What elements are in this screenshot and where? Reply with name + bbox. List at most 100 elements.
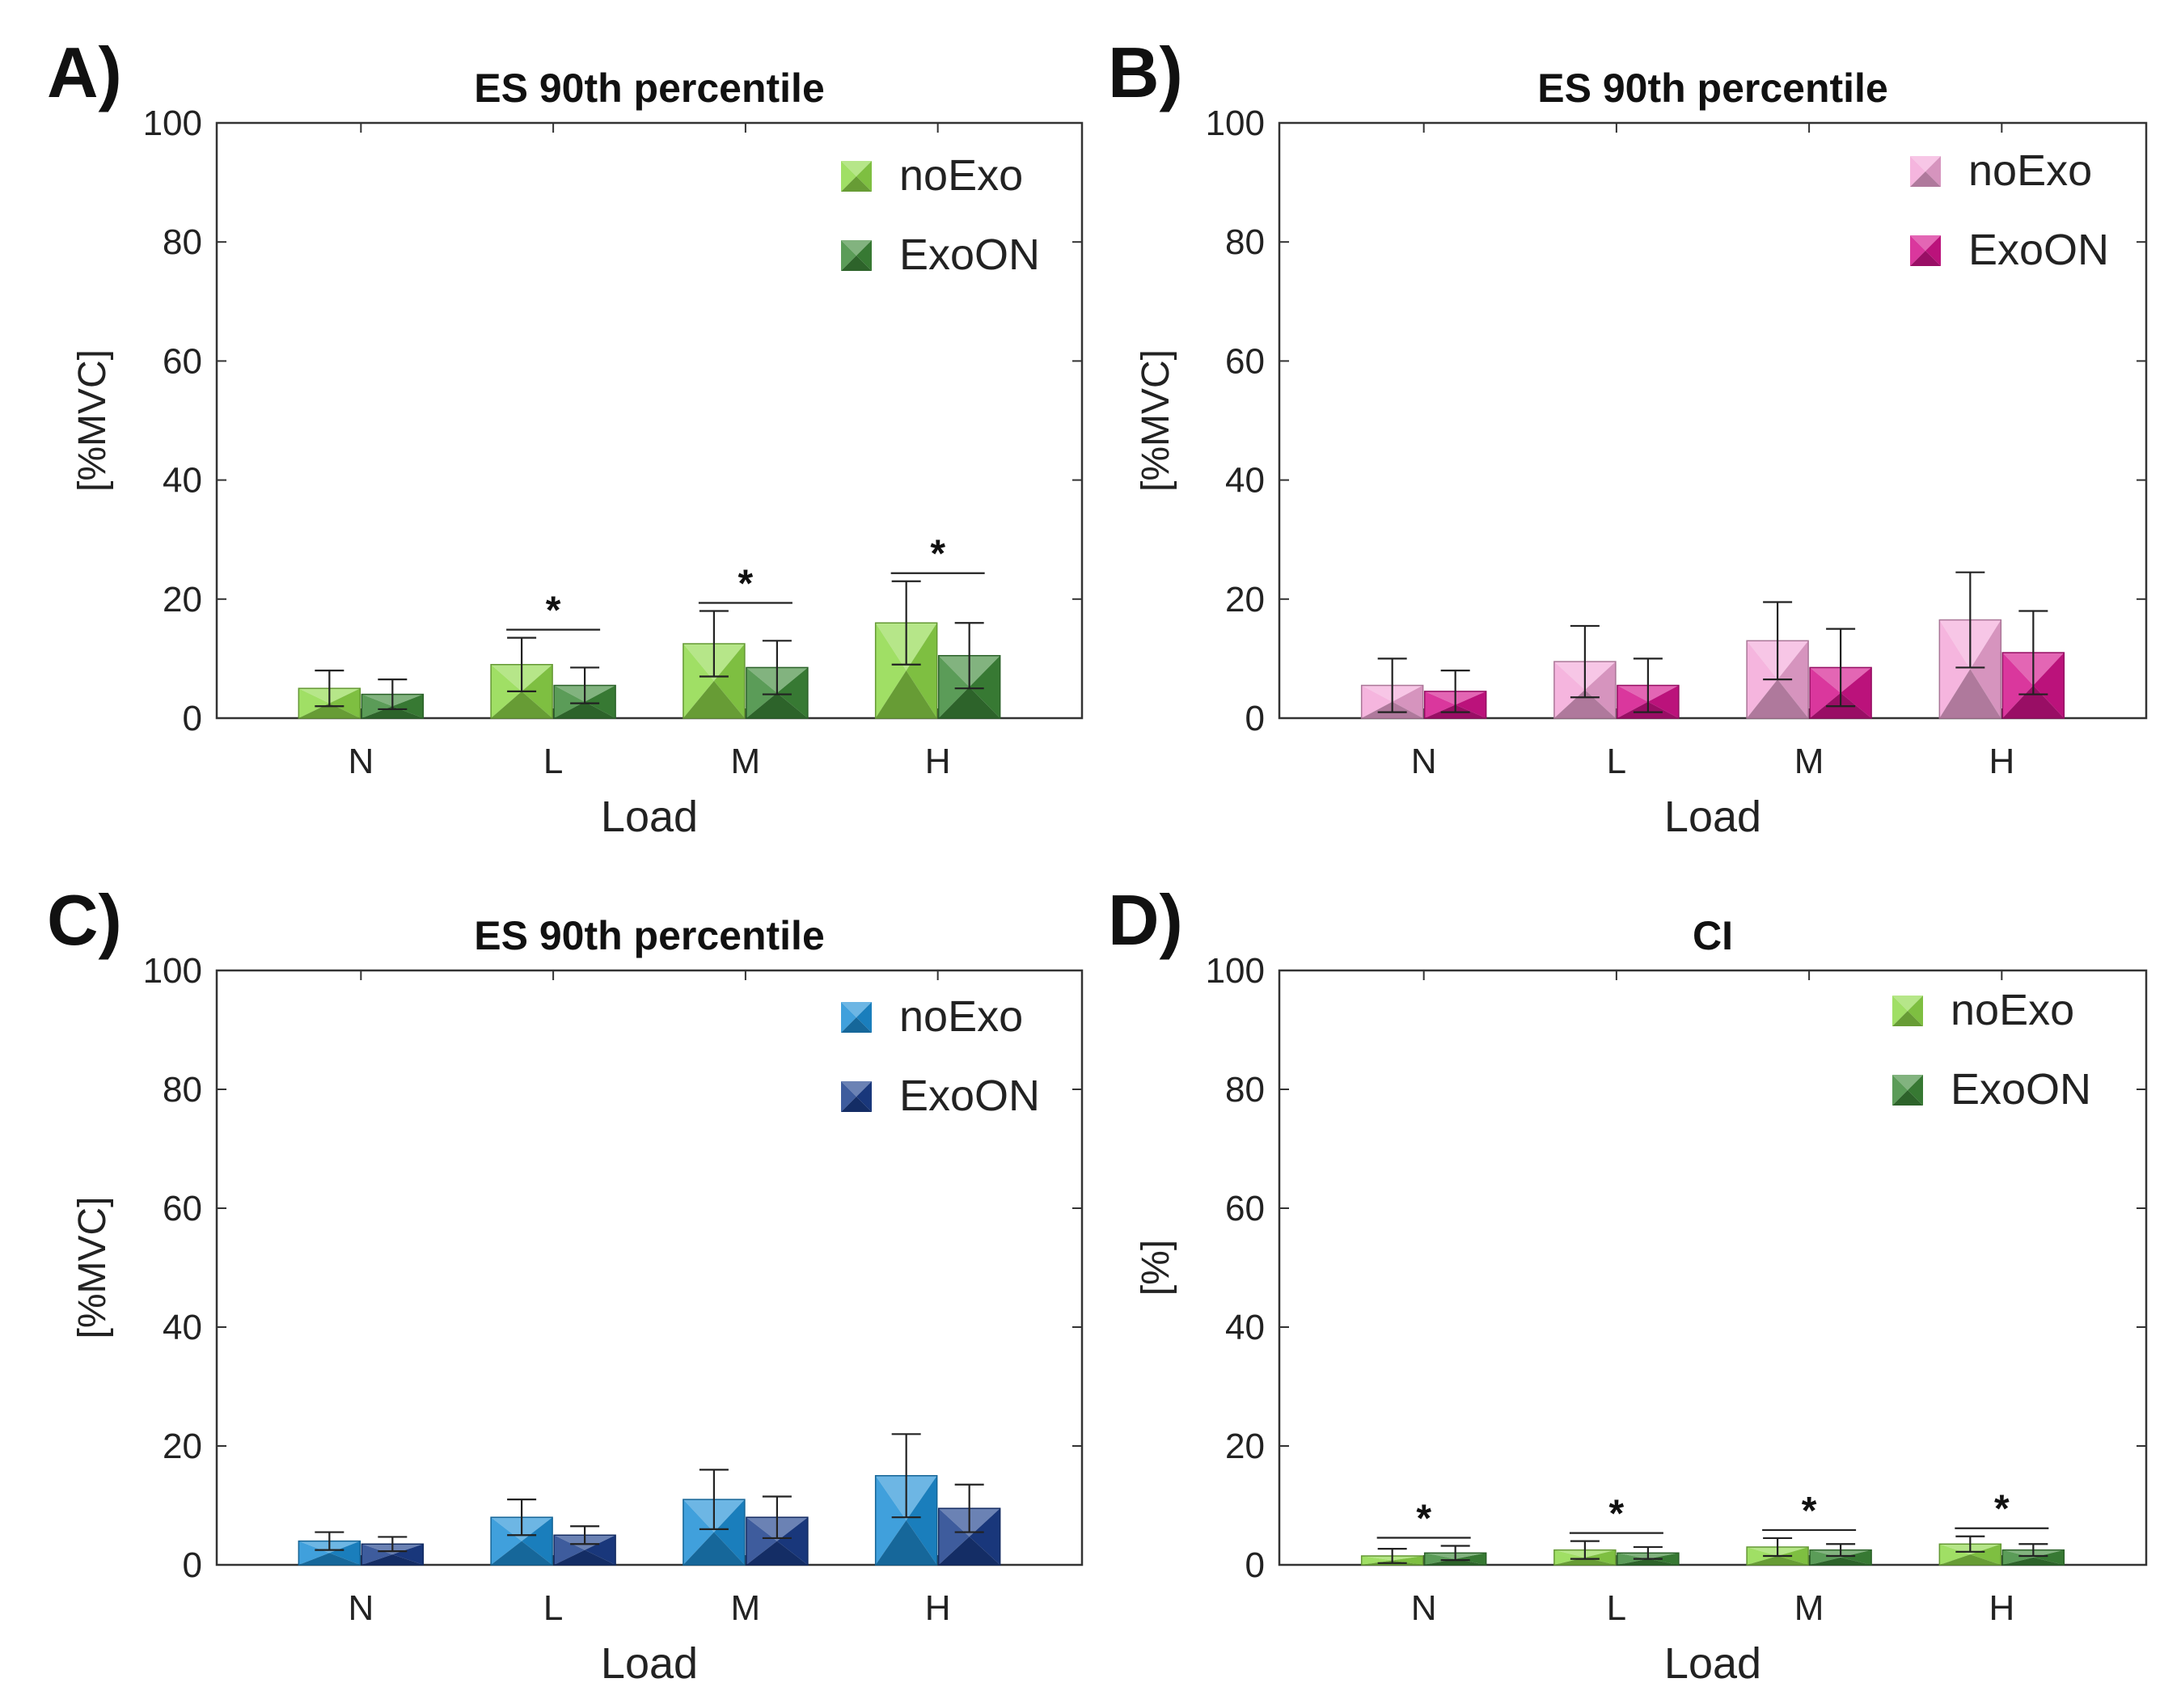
legend-swatch-right — [1908, 1075, 1923, 1106]
bar-face-bottom — [1939, 1554, 2001, 1565]
bar-face-right — [776, 1517, 808, 1565]
significance-H: * — [890, 533, 985, 576]
y-tick-label: 60 — [163, 341, 202, 381]
y-axis-label: [%MVC] — [1135, 349, 1177, 492]
bar-face-right — [969, 1508, 1000, 1565]
legend-entry-ExoON: ExoON — [841, 230, 1040, 279]
significance-star: * — [1609, 1493, 1625, 1536]
y-tick-label: 0 — [1245, 699, 1265, 738]
x-tick-label: N — [348, 1588, 374, 1628]
y-tick-label: 20 — [163, 1427, 202, 1466]
x-tick-label: H — [925, 742, 951, 781]
error-bar-noExo-H — [891, 580, 921, 666]
bar-face-bottom — [1939, 669, 2001, 718]
error-bar-noExo-L — [507, 1499, 537, 1537]
bar-face-left — [554, 685, 585, 718]
bar-face-bottom — [361, 706, 424, 718]
bar-face-left — [1424, 691, 1456, 718]
bar-face-left — [683, 644, 714, 718]
legend-swatch-left — [1892, 1075, 1908, 1106]
bar-face-left — [1424, 1553, 1456, 1565]
legend-label: noExo — [899, 992, 1023, 1041]
legend-label: ExoON — [899, 1072, 1040, 1120]
chart-title: ES 90th percentile — [474, 913, 825, 958]
bar-face-left — [1939, 1544, 1971, 1565]
chart-panel-2: C) ES 90th percentile 0 20 40 60 80 100 [%MVC] N L… — [47, 880, 1084, 1688]
panel-letter: D) — [1108, 880, 1183, 960]
error-bar-noExo-H — [891, 1433, 921, 1519]
bar-face-bottom — [1553, 1557, 1616, 1565]
significance-M: * — [1762, 1490, 1857, 1533]
y-axis-label: [%MVC] — [71, 1196, 114, 1338]
bar-face-bottom — [1747, 1555, 1809, 1565]
bar-face-bottom — [554, 701, 616, 718]
error-bar-ExoON-M — [762, 1495, 792, 1540]
bar-face-bottom — [1810, 1557, 1872, 1565]
bar-face-left — [298, 1541, 330, 1565]
significance-star: * — [1416, 1497, 1431, 1540]
bar-face-right — [1841, 667, 1872, 718]
chart-title: ES 90th percentile — [474, 66, 825, 111]
error-bar-noExo-M — [699, 1469, 729, 1531]
error-bar-ExoON-H — [2018, 610, 2048, 695]
significance-star: * — [1994, 1488, 2010, 1531]
error-bar-ExoON-M — [1826, 1543, 1856, 1558]
bar-face-right — [522, 1517, 553, 1565]
bar-face-bottom — [361, 1554, 424, 1565]
bar-face-right — [1777, 1546, 1809, 1565]
bar-face-bottom — [298, 1553, 361, 1565]
bar-face-left — [1361, 1555, 1393, 1565]
legend-swatch-right — [856, 240, 872, 271]
error-bar-ExoON-H — [954, 622, 984, 690]
bar-face-left — [554, 1535, 585, 1565]
legend-swatch-left — [1910, 235, 1925, 266]
x-tick-label: H — [1989, 1588, 2014, 1628]
plot-area — [215, 121, 1084, 720]
error-bar-ExoON-L — [1633, 1545, 1663, 1560]
bar-face-right — [1392, 1555, 1423, 1565]
legend-swatch-bottom — [1892, 1011, 1923, 1026]
bar-face-right — [585, 685, 616, 718]
legend-entry-noExo: noExo — [1910, 146, 2092, 195]
y-tick-label: 100 — [1206, 104, 1265, 143]
significance-star: * — [930, 533, 945, 576]
bar-noExo-M — [1746, 1546, 1809, 1566]
legend-swatch-bottom — [841, 176, 872, 192]
legend-swatch-top — [1892, 1075, 1923, 1090]
bar-face-bottom — [938, 687, 1000, 718]
y-tick-label: 0 — [183, 1545, 202, 1585]
bar-face-left — [491, 664, 522, 718]
bar-face-left — [1617, 1553, 1648, 1565]
x-axis-label: Load — [1664, 1639, 1761, 1688]
bar-noExo-L — [1553, 661, 1617, 719]
significance-star: * — [738, 563, 754, 606]
bar-face-bottom — [683, 1532, 745, 1565]
y-tick-label: 100 — [1206, 951, 1265, 991]
bar-face-bottom — [938, 1537, 1000, 1565]
bar-face-bottom — [875, 670, 937, 718]
bar-face-right — [713, 644, 745, 718]
bar-face-left — [361, 694, 393, 718]
y-tick-label: 80 — [163, 222, 202, 262]
x-tick-label: M — [1794, 1588, 1824, 1628]
x-tick-label: M — [731, 1588, 761, 1628]
plot-area — [215, 969, 1084, 1566]
legend-swatch-top — [1910, 156, 1941, 171]
bar-face-left — [746, 667, 777, 718]
bar-face-left — [1553, 1549, 1585, 1565]
bar-face-left — [938, 655, 970, 718]
significance-H: * — [1955, 1488, 2049, 1531]
legend-swatch-right — [856, 161, 872, 192]
x-tick-label: M — [1794, 742, 1824, 781]
bar-face-right — [1392, 685, 1423, 718]
significance-star: * — [546, 590, 561, 632]
legend-swatch-bottom — [1910, 171, 1941, 187]
bar-face-right — [906, 623, 937, 718]
bar-face-right — [329, 1541, 361, 1565]
significance-star: * — [1802, 1490, 1817, 1533]
bar-face-bottom — [746, 1541, 808, 1565]
error-bar-noExo-H — [1955, 1535, 1985, 1553]
legend-label: ExoON — [899, 230, 1040, 279]
legend-swatch-left — [841, 240, 856, 271]
